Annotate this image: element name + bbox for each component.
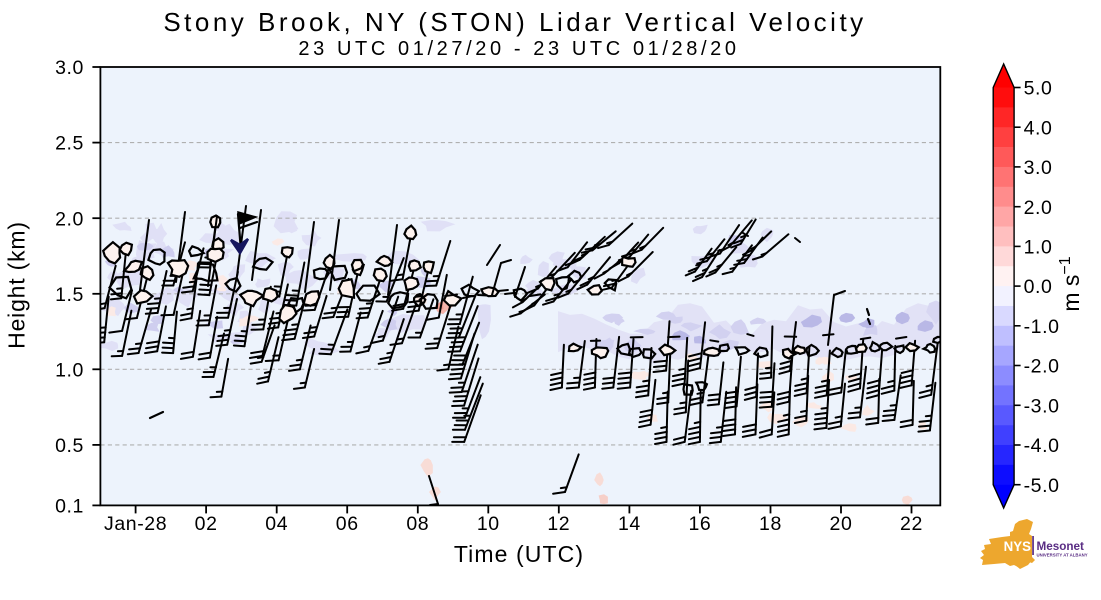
svg-text:Mesonet: Mesonet	[1037, 540, 1085, 553]
svg-text:16: 16	[688, 513, 711, 535]
svg-text:2.0: 2.0	[55, 208, 84, 230]
svg-text:08: 08	[406, 513, 429, 535]
svg-text:20: 20	[830, 513, 853, 535]
svg-text:0.5: 0.5	[55, 435, 84, 457]
svg-text:0.0: 0.0	[1024, 276, 1053, 298]
svg-text:0.1: 0.1	[55, 496, 84, 518]
svg-text:NYS: NYS	[1004, 539, 1031, 554]
svg-text:2.5: 2.5	[55, 133, 84, 155]
svg-text:-5.0: -5.0	[1024, 475, 1060, 497]
svg-text:10: 10	[477, 513, 500, 535]
svg-text:5.0: 5.0	[1024, 78, 1053, 100]
svg-text:1.5: 1.5	[55, 284, 84, 306]
svg-text:UNIVERSITY AT ALBANY: UNIVERSITY AT ALBANY	[1037, 553, 1088, 558]
svg-text:14: 14	[618, 513, 641, 535]
svg-text:-3.0: -3.0	[1024, 395, 1060, 417]
svg-text:4.0: 4.0	[1024, 117, 1053, 139]
svg-text:-2.0: -2.0	[1024, 356, 1060, 378]
svg-text:Time (UTC): Time (UTC)	[454, 541, 584, 567]
svg-text:23 UTC 01/27/20 - 23 UTC 01/28: 23 UTC 01/27/20 - 23 UTC 01/28/20	[298, 38, 739, 60]
svg-text:2.0: 2.0	[1024, 197, 1053, 219]
svg-text:Height (km): Height (km)	[4, 221, 30, 349]
svg-text:3.0: 3.0	[55, 57, 84, 79]
svg-text:02: 02	[195, 513, 218, 535]
svg-text:Stony Brook, NY (STON) Lidar V: Stony Brook, NY (STON) Lidar Vertical Ve…	[163, 7, 866, 37]
svg-text:-1.0: -1.0	[1024, 316, 1060, 338]
svg-text:Jan-28: Jan-28	[104, 513, 167, 535]
svg-text:22: 22	[900, 513, 923, 535]
svg-text:1.0: 1.0	[1024, 237, 1053, 259]
svg-text:12: 12	[547, 513, 570, 535]
svg-text:18: 18	[759, 513, 782, 535]
svg-text:06: 06	[336, 513, 359, 535]
svg-text:3.0: 3.0	[1024, 157, 1053, 179]
svg-text:04: 04	[265, 513, 288, 535]
svg-text:-4.0: -4.0	[1024, 435, 1060, 457]
svg-text:1.0: 1.0	[55, 359, 84, 381]
